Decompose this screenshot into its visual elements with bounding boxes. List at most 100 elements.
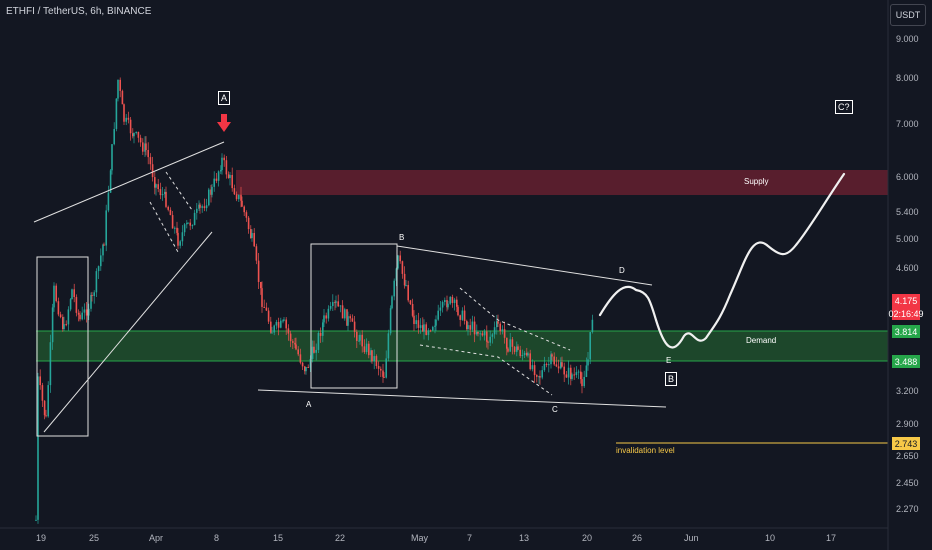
candle-body	[313, 346, 315, 353]
candle-body	[90, 295, 92, 309]
candle-body	[315, 349, 317, 353]
candle-body	[351, 318, 354, 322]
candle-body	[523, 352, 526, 356]
price-tick: 2.450	[896, 478, 919, 488]
candle-body	[387, 333, 390, 359]
candle-body	[210, 189, 212, 195]
candle-body	[437, 310, 439, 320]
candle-body	[235, 194, 238, 200]
candle-body	[476, 331, 478, 335]
candle-body	[137, 131, 140, 138]
candle-body	[341, 305, 344, 319]
candle-body	[102, 244, 104, 256]
candle-body	[177, 232, 179, 246]
price-tick: 5.000	[896, 234, 919, 244]
candle-body	[363, 346, 366, 353]
candle-body	[225, 160, 228, 175]
candle-body	[353, 321, 356, 332]
candle-body	[186, 223, 188, 225]
candle-body	[240, 194, 242, 201]
currency-button[interactable]: USDT	[890, 4, 926, 26]
candle-body	[327, 308, 330, 319]
candle-body	[105, 210, 107, 246]
candle-body	[107, 192, 110, 211]
price-tick: 7.000	[896, 119, 919, 129]
candle-body	[135, 131, 137, 134]
pattern-box-1	[36, 256, 89, 437]
candle-body	[181, 232, 184, 242]
candle-body	[413, 315, 415, 325]
candle-body	[187, 222, 189, 224]
candle-body	[425, 324, 427, 335]
candle-body	[570, 367, 572, 379]
candle-body	[545, 363, 548, 365]
candle-body	[496, 321, 498, 328]
candle-body	[282, 320, 284, 322]
candle-body	[157, 184, 159, 190]
candle-body	[456, 299, 458, 307]
candle-body	[344, 309, 346, 319]
candle-body	[155, 184, 157, 188]
candle-body	[543, 363, 546, 371]
candle-body	[191, 225, 194, 227]
time-tick: Apr	[149, 533, 164, 543]
candle-body	[589, 332, 591, 360]
candle-body	[521, 355, 524, 357]
candle-body	[189, 222, 191, 226]
candle-body	[529, 353, 531, 370]
candle-body	[113, 128, 115, 145]
time-tick: 8	[214, 533, 220, 543]
candle-body	[53, 285, 55, 308]
candle-body	[573, 374, 575, 376]
candle-body	[273, 325, 275, 333]
candle-body	[125, 117, 127, 122]
candle-body	[471, 321, 474, 330]
candle-body	[561, 362, 563, 367]
candle-body	[555, 364, 558, 367]
candle-body	[109, 170, 112, 193]
candle-body	[358, 340, 360, 342]
candle-body	[446, 300, 448, 308]
candle-body	[483, 331, 486, 336]
candle-body	[129, 119, 132, 134]
candle-body	[444, 300, 446, 303]
candle-body	[499, 323, 501, 332]
candle-body	[371, 350, 373, 362]
candle-body	[215, 178, 218, 181]
price-tick: 2.650	[896, 451, 919, 461]
candle-body	[211, 186, 213, 195]
symbol-title[interactable]: ETHFI / TetherUS, 6h, BINANCE	[6, 6, 152, 17]
candle-body	[516, 346, 518, 352]
candle-body	[457, 306, 459, 316]
candle-body	[297, 349, 299, 355]
candle-body	[334, 302, 336, 304]
demand-zone	[36, 331, 888, 361]
candle-body	[329, 306, 332, 309]
candle-body	[563, 366, 565, 375]
candle-body	[223, 157, 225, 161]
candle-body	[335, 301, 337, 303]
candle-body	[165, 191, 167, 207]
candle-body	[591, 319, 594, 333]
candle-body	[164, 191, 166, 195]
candle-body	[497, 321, 499, 324]
candle-body	[435, 319, 437, 326]
price-tick: 4.600	[896, 263, 919, 273]
candle-body	[415, 320, 417, 325]
candle-body	[585, 365, 588, 377]
candle-body	[519, 349, 521, 356]
price-tick: 8.000	[896, 73, 919, 83]
candle-body	[280, 320, 282, 328]
time-tick: 7	[467, 533, 473, 543]
candle-body	[220, 170, 222, 172]
time-tick: May	[411, 533, 429, 543]
candle-body	[201, 206, 203, 208]
price-tick: 9.000	[896, 34, 919, 44]
candle-body	[349, 316, 351, 319]
forecast-path	[598, 172, 846, 349]
candle-body	[429, 330, 432, 332]
candle-body	[339, 305, 342, 307]
candle-body	[132, 133, 134, 137]
candle-body	[159, 189, 162, 196]
